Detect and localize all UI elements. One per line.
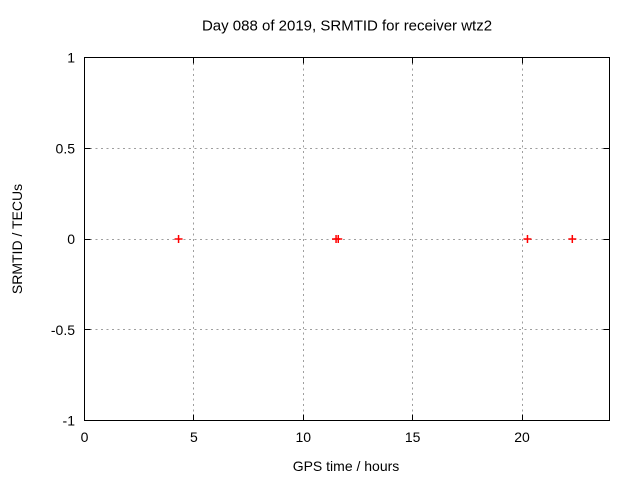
x-tick-label: 5 [190, 429, 198, 445]
y-tick-label: 1 [67, 50, 75, 66]
chart-title: Day 088 of 2019, SRMTID for receiver wtz… [201, 17, 493, 35]
data-point-marker [174, 235, 183, 243]
y-tick-label: -1 [63, 413, 76, 429]
y-tick-label: -0.5 [51, 322, 75, 338]
data-point-marker [523, 235, 532, 243]
data-point-marker [334, 235, 343, 243]
y-tick-label: 0.5 [56, 140, 76, 156]
data-point-marker [568, 235, 577, 243]
x-tick-label: 20 [514, 429, 530, 445]
x-tick-label: 15 [405, 429, 421, 445]
x-tick-label: 10 [295, 429, 311, 445]
x-tick-label: 0 [81, 429, 89, 445]
x-axis-label: GPS time / hours [292, 458, 400, 474]
y-tick-label: 0 [67, 231, 75, 247]
